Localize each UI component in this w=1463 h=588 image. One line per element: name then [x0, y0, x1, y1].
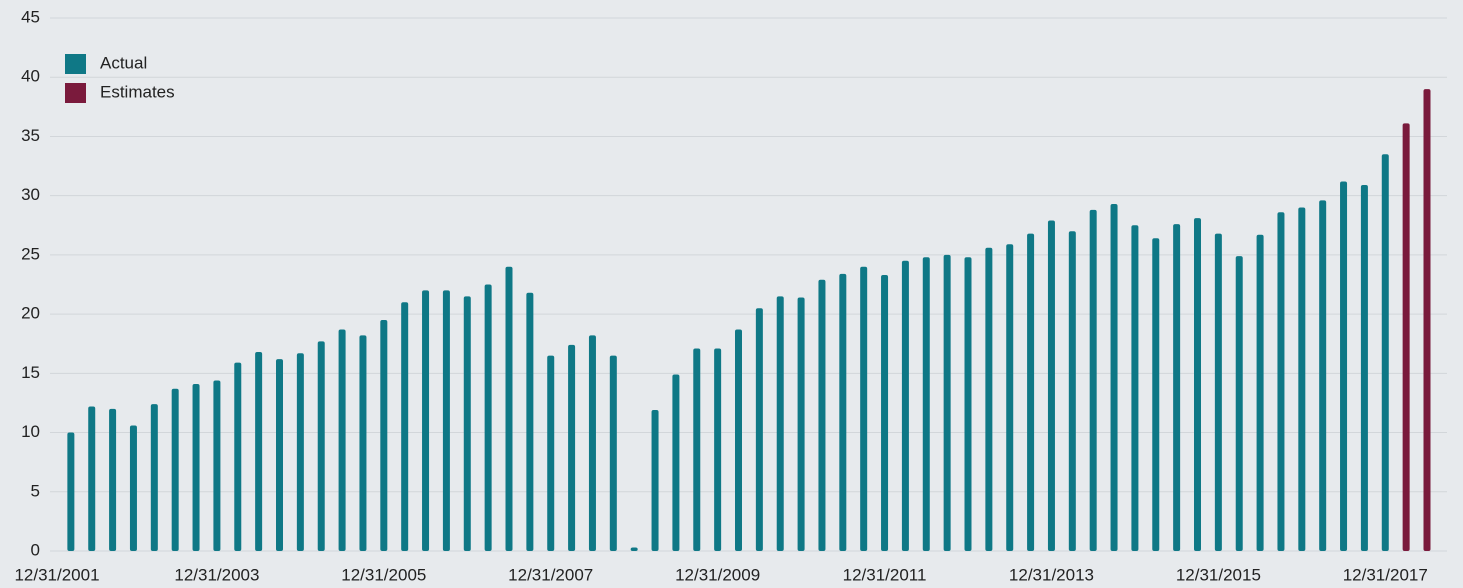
legend-swatch [65, 83, 86, 103]
bar [1256, 234, 1264, 551]
bar [693, 348, 701, 551]
bar [964, 257, 972, 551]
bar [672, 374, 680, 551]
bar [609, 355, 617, 551]
x-tick-label: 12/31/2003 [174, 565, 259, 584]
legend-swatch [65, 54, 86, 74]
bar [338, 329, 346, 551]
bar [839, 273, 847, 551]
bar [922, 257, 930, 551]
y-tick-label: 5 [31, 481, 40, 500]
bar [1298, 207, 1306, 551]
bar [985, 247, 993, 551]
bar [276, 359, 283, 551]
bar [588, 335, 596, 551]
y-tick-label: 20 [21, 304, 40, 323]
bar [943, 254, 951, 551]
bar [1381, 154, 1389, 551]
bar [651, 410, 659, 551]
bar [1235, 256, 1243, 551]
bar [860, 266, 868, 551]
bar [192, 383, 200, 551]
bar [755, 308, 763, 551]
bar [797, 297, 805, 551]
bar [1423, 89, 1431, 552]
bar [255, 352, 263, 551]
bar [213, 380, 221, 551]
bar [881, 275, 889, 551]
y-tick-label: 40 [21, 67, 40, 86]
y-tick-label: 45 [21, 7, 40, 26]
bar [67, 432, 75, 551]
bar [568, 344, 576, 551]
x-tick-label: 12/31/2001 [14, 565, 99, 584]
bar [150, 404, 158, 551]
x-tick-label: 12/31/2013 [1009, 565, 1094, 584]
x-tick-label: 12/31/2005 [341, 565, 426, 584]
bar [901, 260, 909, 551]
y-tick-label: 25 [21, 244, 40, 263]
bar [547, 355, 555, 551]
y-tick-label: 15 [21, 363, 40, 382]
bar [129, 425, 137, 551]
bar [1110, 203, 1118, 552]
bar [442, 290, 450, 551]
bar [317, 341, 325, 551]
bar [401, 302, 409, 551]
bar [1068, 231, 1076, 551]
bar [171, 388, 179, 551]
bar [735, 329, 742, 551]
bar [776, 296, 784, 551]
y-tick-label: 30 [21, 185, 40, 204]
legend-label: Estimates [100, 82, 175, 101]
bar [1194, 218, 1201, 551]
y-tick-label: 35 [21, 126, 40, 145]
bar [714, 348, 722, 551]
bar [1402, 123, 1410, 551]
bar [88, 406, 96, 551]
x-tick-label: 12/31/2007 [508, 565, 593, 584]
bar [296, 353, 304, 551]
bar [380, 320, 388, 551]
bar [1360, 185, 1368, 552]
legend-label: Actual [100, 53, 147, 72]
bar [1173, 224, 1181, 552]
bar [463, 296, 471, 551]
bar [1131, 225, 1139, 551]
bar [1047, 220, 1055, 552]
bar [1319, 200, 1327, 551]
bar [1214, 233, 1222, 551]
bar [1277, 212, 1285, 551]
x-tick-label: 12/31/2011 [843, 565, 927, 584]
y-tick-label: 0 [31, 540, 40, 559]
bar [818, 279, 826, 551]
bar [1152, 238, 1160, 551]
bar [422, 290, 430, 551]
bar [484, 284, 492, 551]
bar [109, 408, 117, 551]
bar [505, 266, 513, 551]
bar [630, 547, 638, 551]
y-tick-label: 10 [21, 422, 40, 441]
x-tick-label: 12/31/2017 [1343, 565, 1428, 584]
bar [1340, 181, 1348, 551]
bar [359, 335, 367, 551]
x-tick-label: 12/31/2015 [1176, 565, 1261, 584]
bar [526, 292, 534, 551]
bar [1027, 233, 1035, 551]
x-tick-label: 12/31/2009 [675, 565, 760, 584]
bar [1006, 244, 1014, 551]
bar [234, 362, 242, 551]
bar [1089, 209, 1097, 551]
